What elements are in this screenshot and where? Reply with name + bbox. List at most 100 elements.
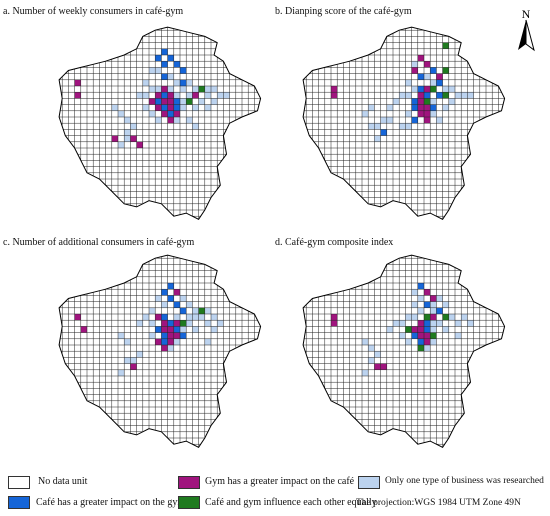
- map-cell-gym: [167, 338, 174, 345]
- map-cell-cafe: [161, 289, 168, 296]
- map-cell-one: [411, 289, 418, 296]
- map-cell-one: [192, 123, 199, 130]
- map-cell-gym: [173, 332, 180, 339]
- map-cell-equal: [424, 314, 431, 321]
- map-cell-one: [192, 307, 199, 314]
- map-cell-one: [211, 314, 218, 321]
- map-cell-one: [130, 123, 137, 130]
- map-cell-gym: [161, 345, 168, 352]
- map-cell-one: [173, 314, 180, 321]
- map-cell-equal: [424, 98, 431, 105]
- map-cell-gym: [380, 363, 387, 370]
- map-cell-one: [467, 92, 474, 99]
- map-cell-one: [124, 117, 131, 124]
- map-cell-cafe: [161, 48, 168, 55]
- map-cell-one: [399, 332, 406, 339]
- map-cell-gym: [80, 326, 87, 333]
- map-cell-one: [405, 92, 412, 99]
- map-cell-cafe: [436, 79, 443, 86]
- map-cell-cafe: [424, 320, 431, 327]
- map-cell-one: [136, 320, 143, 327]
- map-cell-one: [405, 79, 412, 86]
- map-cell-cafe: [167, 110, 174, 117]
- map-cell-gym: [424, 289, 431, 296]
- map-cell-one: [118, 110, 125, 117]
- map-cell-one: [399, 92, 406, 99]
- map-cell-one: [186, 92, 193, 99]
- map-cell-cafe: [417, 86, 424, 93]
- map-cell-one: [149, 307, 156, 314]
- map-cell-equal: [198, 307, 205, 314]
- map-cell-one: [204, 307, 211, 314]
- map-cell-gym: [417, 98, 424, 105]
- map-cell-cafe: [155, 55, 162, 62]
- map-cell-one: [380, 117, 387, 124]
- legend-swatch-equal: [178, 496, 200, 509]
- map-cell-one: [111, 104, 118, 111]
- map-cell-one: [223, 92, 230, 99]
- map-cell-one: [455, 92, 462, 99]
- map-panel-a: [58, 26, 262, 220]
- map-cell-gym: [161, 326, 168, 333]
- map-cell-one: [386, 117, 393, 124]
- map-cell-one: [386, 326, 393, 333]
- map-cell-gym: [424, 110, 431, 117]
- map-cell-one: [430, 326, 437, 333]
- map-cell-cafe: [180, 79, 187, 86]
- map-cell-one: [374, 351, 381, 358]
- map-cell-gym: [331, 86, 338, 93]
- map-cell-equal: [430, 332, 437, 339]
- map-cell-one: [211, 98, 218, 105]
- map-cell-one: [142, 79, 149, 86]
- map-cell-cafe: [161, 61, 168, 68]
- map-cell-cafe: [173, 301, 180, 308]
- map-cell-cafe: [161, 332, 168, 339]
- map-cell-one: [173, 338, 180, 345]
- map-cell-gym: [424, 338, 431, 345]
- map-cell-cafe: [430, 104, 437, 111]
- region-boundary: [302, 26, 506, 220]
- map-cell-gym: [417, 110, 424, 117]
- map-panel-d: [302, 254, 506, 448]
- map-cell-cafe: [161, 314, 168, 321]
- panel-d-title: d. Café-gym composite index: [275, 237, 394, 248]
- map-cell-one: [149, 110, 156, 117]
- map-cell-cafe: [180, 332, 187, 339]
- map-cell-one: [204, 338, 211, 345]
- map-cell-cafe: [173, 104, 180, 111]
- map-cell-gym: [149, 98, 156, 105]
- map-cell-one: [430, 79, 437, 86]
- map-cell-equal: [417, 345, 424, 352]
- map-cell-cafe: [436, 307, 443, 314]
- map-cell-one: [436, 320, 443, 327]
- region-boundary: [58, 26, 262, 220]
- map-cell-one: [405, 314, 412, 321]
- map-cell-one: [411, 314, 418, 321]
- map-cell-one: [411, 61, 418, 68]
- map-cell-one: [167, 345, 174, 352]
- map-cell-one: [198, 314, 205, 321]
- map-cell-one: [149, 86, 156, 93]
- map-cell-one: [399, 123, 406, 130]
- map-cell-gym: [167, 98, 174, 105]
- map-cell-gym: [430, 314, 437, 321]
- map-cell-cafe: [161, 338, 168, 345]
- map-cell-cafe: [424, 301, 431, 308]
- map-cell-one: [118, 332, 125, 339]
- map-cell-one: [374, 135, 381, 142]
- map-cell-gym: [331, 320, 338, 327]
- map-cell-gym: [130, 363, 137, 370]
- map-cell-equal: [430, 86, 437, 93]
- map-cell-one: [211, 86, 218, 93]
- map-cell-gym: [417, 326, 424, 333]
- map-cell-cafe: [424, 92, 431, 99]
- map-grid-cells: [303, 255, 505, 448]
- map-cell-one: [142, 92, 149, 99]
- map-cell-one: [455, 332, 462, 339]
- map-cell-one: [180, 326, 187, 333]
- map-cell-one: [186, 79, 193, 86]
- map-cell-one: [149, 320, 156, 327]
- map-cell-one: [211, 326, 218, 333]
- map-cell-one: [442, 301, 449, 308]
- map-cell-cafe: [167, 283, 174, 290]
